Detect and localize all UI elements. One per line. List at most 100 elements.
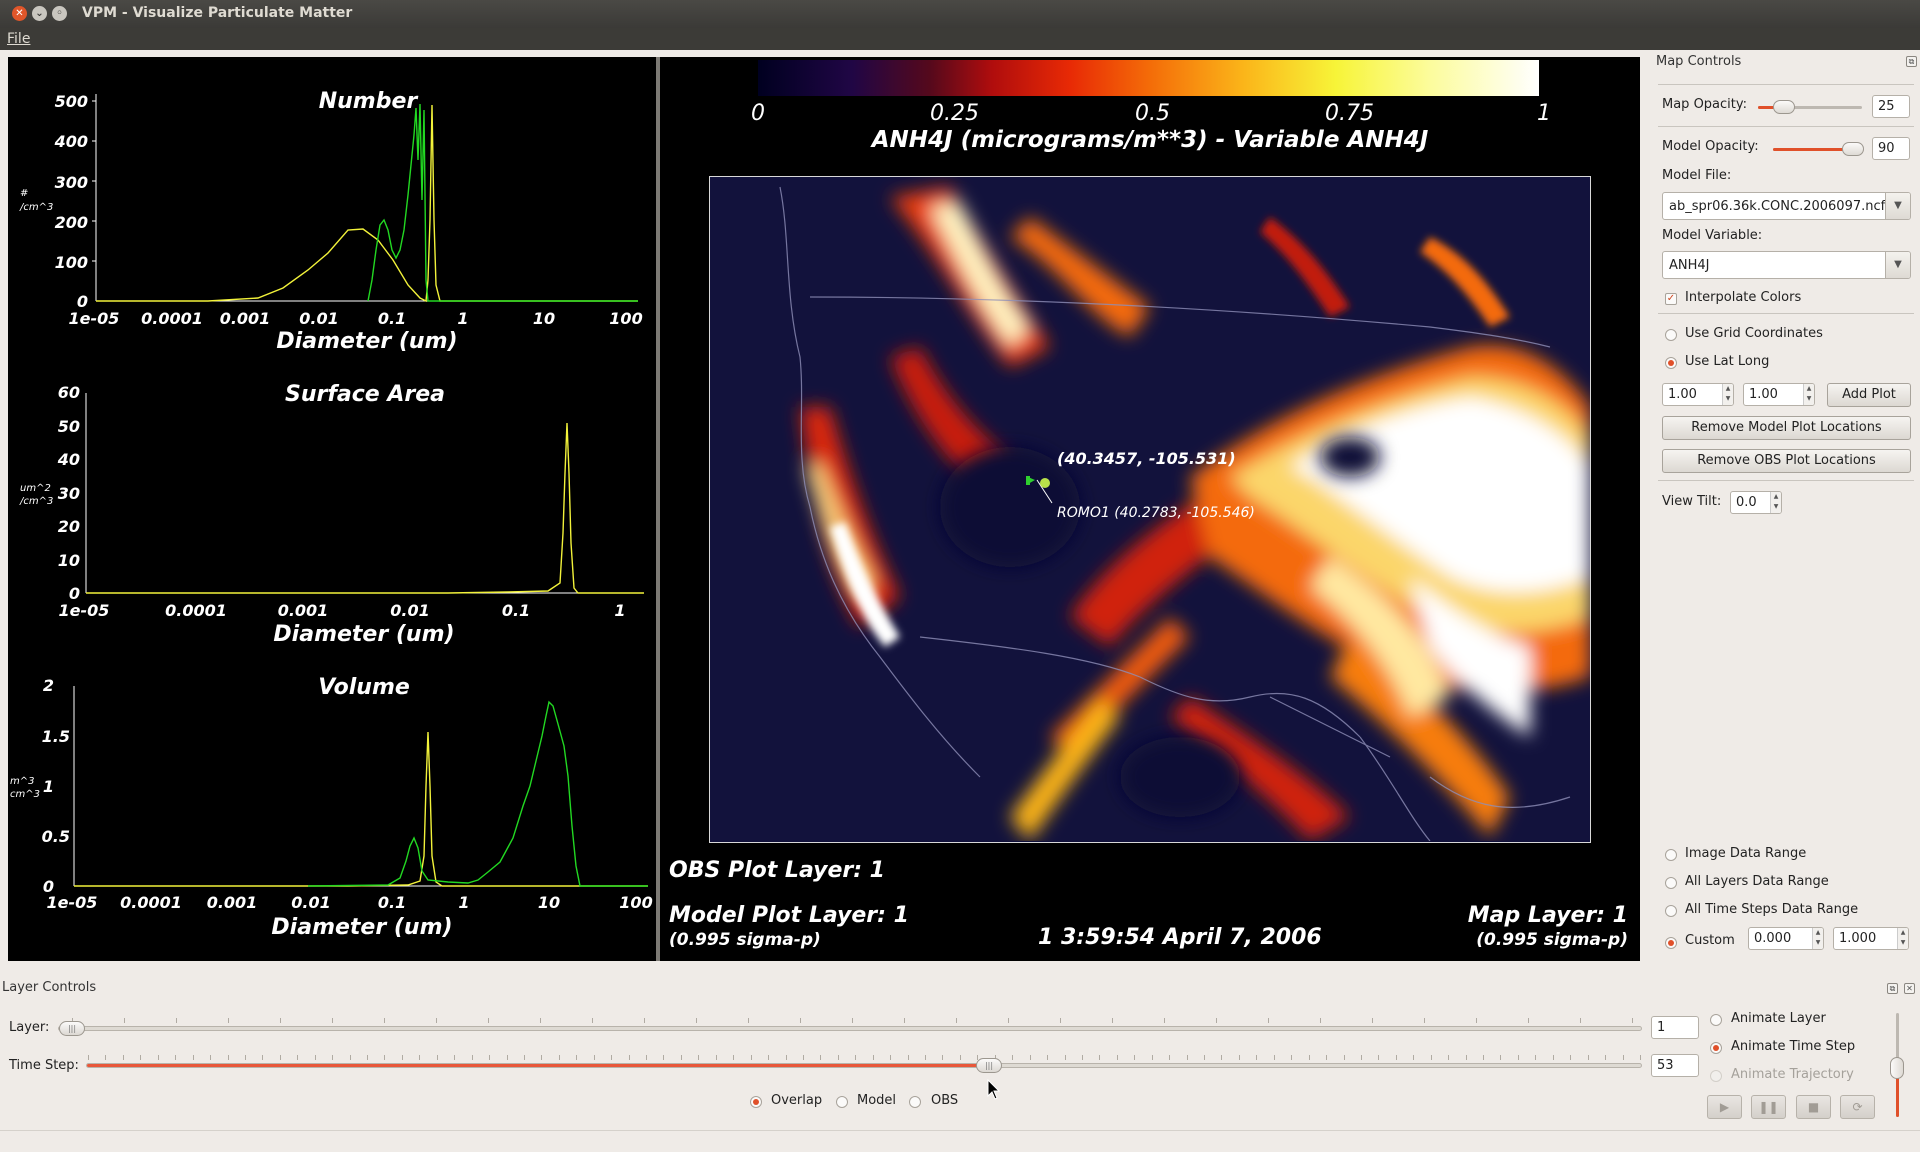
interpolate-colors-checkbox[interactable]: ✓: [1665, 293, 1677, 305]
animate-trajectory-radio[interactable]: [1710, 1070, 1722, 1082]
custom-range-radio[interactable]: [1665, 937, 1677, 949]
minimize-window-button[interactable]: ⌄: [32, 6, 47, 21]
layer-controls-title: Layer Controls: [2, 980, 97, 995]
use-lat-long-radio[interactable]: [1665, 357, 1677, 369]
x-tick-label: 1e-05: [59, 601, 110, 620]
model-opacity-input[interactable]: 90: [1872, 137, 1910, 160]
image-data-range-radio[interactable]: [1665, 849, 1677, 861]
spin-arrows-icon[interactable]: ▲ ▼: [1722, 384, 1733, 405]
window-title: VPM - Visualize Particulate Matter: [82, 5, 353, 21]
model-opacity-slider[interactable]: [1773, 142, 1864, 156]
layer-input[interactable]: 1: [1651, 1016, 1699, 1039]
model-file-select[interactable]: ab_spr06.36k.CONC.2006097.ncf ▼: [1662, 192, 1911, 220]
dock-close-icon[interactable]: ✕: [1904, 983, 1915, 994]
plot-title: Surface Area: [285, 382, 445, 407]
remove-model-plot-locations-button[interactable]: Remove Model Plot Locations: [1662, 416, 1911, 440]
custom-range-min-input[interactable]: 0.000 ▲ ▼: [1748, 927, 1824, 950]
time-step-slider[interactable]: |||: [86, 1058, 1642, 1073]
map-opacity-input[interactable]: 25: [1872, 95, 1910, 118]
menu-file[interactable]: File: [7, 31, 31, 47]
colorbar-tick: 0.75: [1325, 101, 1374, 126]
obs-radio[interactable]: [909, 1096, 921, 1108]
all-layers-data-range-label: All Layers Data Range: [1685, 874, 1829, 889]
view-tilt-label: View Tilt:: [1662, 494, 1722, 509]
play-icon[interactable]: ▶: [1707, 1095, 1742, 1119]
map-opacity-slider[interactable]: [1758, 100, 1862, 114]
time-step-slider-handle[interactable]: |||: [976, 1058, 1002, 1073]
layer-slider-handle[interactable]: |||: [59, 1021, 85, 1036]
custom-range-max-value: 1.000: [1839, 931, 1877, 946]
remove-obs-plot-locations-button[interactable]: Remove OBS Plot Locations: [1662, 449, 1911, 473]
spin-arrows-icon[interactable]: ▲ ▼: [1812, 928, 1823, 949]
y-axis-label: #: [20, 188, 28, 199]
loop-icon[interactable]: ⟳: [1840, 1095, 1875, 1119]
mouse-cursor-icon: [987, 1079, 1001, 1100]
chevron-down-icon[interactable]: ▼: [1885, 252, 1910, 278]
y-tick-label: 10: [58, 551, 80, 570]
y-tick-label: 2: [43, 676, 54, 695]
y-axis-label: cm^3: [10, 789, 40, 800]
number-plot-svg: Number # /cm^3 500 400 300 200 100 0 1e-…: [19, 89, 643, 354]
animate-time-step-radio[interactable]: [1710, 1042, 1722, 1054]
obs-distribution-curve: [367, 103, 638, 302]
y-tick-label: 0: [77, 292, 88, 311]
y-tick-label: 1.5: [42, 727, 70, 746]
longitude-input[interactable]: 1.00 ▲ ▼: [1743, 383, 1815, 406]
colorbar-tick: 0.25: [930, 101, 979, 126]
animation-speed-slider[interactable]: [1890, 1013, 1904, 1117]
stop-icon[interactable]: ■: [1796, 1095, 1831, 1119]
custom-range-max-input[interactable]: 1.000 ▲ ▼: [1833, 927, 1909, 950]
model-radio[interactable]: [836, 1096, 848, 1108]
all-time-steps-data-range-radio[interactable]: [1665, 905, 1677, 917]
layer-slider[interactable]: |||: [58, 1021, 1642, 1036]
y-axis-label: m^3: [10, 776, 34, 787]
pause-icon[interactable]: ❚❚: [1751, 1095, 1786, 1119]
model-variable-select[interactable]: ANH4J ▼: [1662, 251, 1911, 279]
model-plot-layer: Model Plot Layer: 1: [669, 903, 909, 928]
animate-layer-radio[interactable]: [1710, 1014, 1722, 1026]
marker-leader-line: [1036, 479, 1053, 504]
spin-arrows-icon[interactable]: ▲ ▼: [1770, 492, 1781, 513]
y-tick-label: 200: [55, 213, 88, 232]
splitter-handle[interactable]: [656, 57, 660, 961]
spin-arrows-icon[interactable]: ▲ ▼: [1897, 928, 1908, 949]
animation-speed-handle[interactable]: [1890, 1057, 1904, 1079]
add-plot-button[interactable]: Add Plot: [1827, 383, 1911, 407]
all-layers-data-range-radio[interactable]: [1665, 877, 1677, 889]
overlap-radio[interactable]: [750, 1096, 762, 1108]
use-grid-coordinates-radio[interactable]: [1665, 329, 1677, 341]
colorbar: [758, 60, 1539, 96]
dock-float-icon[interactable]: ⧉: [1887, 983, 1898, 994]
spin-arrows-icon[interactable]: ▲ ▼: [1803, 384, 1814, 405]
x-tick-label: 0.1: [378, 309, 406, 328]
view-tilt-input[interactable]: 0.0 ▲ ▼: [1730, 491, 1782, 514]
chevron-down-icon[interactable]: ▼: [1885, 193, 1910, 219]
x-tick-label: 0.0001: [120, 893, 182, 912]
y-tick-label: 50: [58, 417, 80, 436]
colorbar-tick: 0.5: [1135, 101, 1170, 126]
maximize-window-button[interactable]: ◦: [52, 6, 67, 21]
map-view[interactable]: 0 0.25 0.5 0.75 1 ANH4J (micrograms/m**3…: [660, 57, 1640, 961]
map-sigma-level: (0.995 sigma-p): [1476, 930, 1628, 950]
time-step-input[interactable]: 53: [1651, 1054, 1699, 1077]
x-tick-label: 0.001: [220, 309, 271, 328]
map-opacity-label: Map Opacity:: [1662, 97, 1748, 112]
surface-area-plot-svg: Surface Area um^2 /cm^3 60 50 40 30 20 1…: [19, 382, 644, 647]
dock-float-icon[interactable]: ⧉: [1906, 56, 1917, 67]
close-window-button[interactable]: ✕: [12, 6, 27, 21]
x-tick-label: 100: [619, 893, 652, 912]
x-tick-label: 1e-05: [47, 893, 98, 912]
concentration-map[interactable]: (40.3457, -105.531) ROMO1 (40.2783, -105…: [709, 176, 1591, 843]
all-time-steps-data-range-label: All Time Steps Data Range: [1685, 902, 1859, 917]
x-tick-label: 0.001: [278, 601, 329, 620]
status-bar: [0, 1130, 1920, 1152]
x-tick-label: 0.01: [291, 893, 330, 912]
plot-title: Number: [319, 89, 419, 114]
latitude-input[interactable]: 1.00 ▲ ▼: [1662, 383, 1734, 406]
model-opacity-label: Model Opacity:: [1662, 139, 1759, 154]
model-variable-value: ANH4J: [1669, 258, 1710, 273]
y-tick-label: 0: [43, 877, 54, 896]
colorbar-tick: 1: [1537, 101, 1551, 126]
x-tick-label: 10: [538, 893, 560, 912]
plot-location-marker[interactable]: [1040, 478, 1050, 488]
